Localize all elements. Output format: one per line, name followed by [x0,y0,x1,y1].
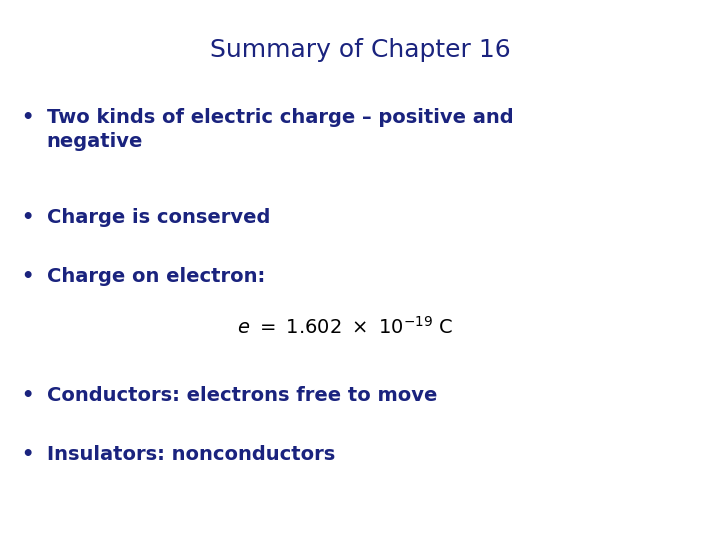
Text: •: • [22,208,34,227]
Text: •: • [22,446,34,464]
Text: Charge is conserved: Charge is conserved [47,208,270,227]
Text: •: • [22,267,34,286]
Text: •: • [22,386,34,405]
Text: $e\ =\ 1.602\ \times\ 10^{-19}\ \mathrm{C}$: $e\ =\ 1.602\ \times\ 10^{-19}\ \mathrm{… [238,316,454,338]
Text: Two kinds of electric charge – positive and
negative: Two kinds of electric charge – positive … [47,108,513,151]
Text: Insulators: nonconductors: Insulators: nonconductors [47,446,335,464]
Text: Conductors: electrons free to move: Conductors: electrons free to move [47,386,437,405]
Text: Summary of Chapter 16: Summary of Chapter 16 [210,38,510,62]
Text: Charge on electron:: Charge on electron: [47,267,265,286]
Text: •: • [22,108,34,127]
